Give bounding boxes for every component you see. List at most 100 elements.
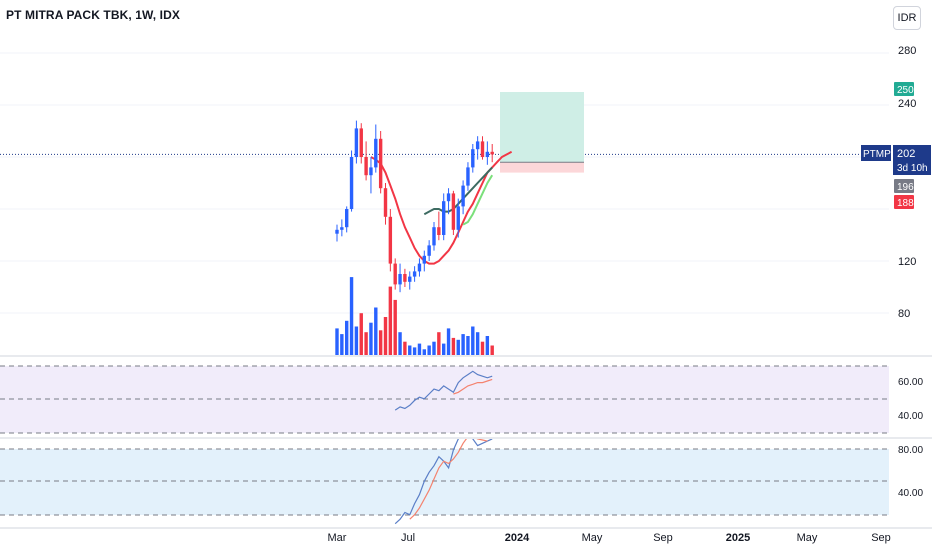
candle-body <box>369 167 373 176</box>
candle-body <box>427 245 431 256</box>
candle-body <box>432 227 436 246</box>
candle-body <box>383 188 388 217</box>
volume-bar <box>383 317 388 355</box>
stochastic-pane <box>0 439 889 525</box>
volume-bar <box>432 341 436 355</box>
price-axis-label: 280 <box>898 45 916 57</box>
candle-body <box>422 255 426 264</box>
candle-body <box>388 216 393 264</box>
volume-bar <box>364 332 368 355</box>
volume-bar <box>437 332 441 355</box>
volume-bar <box>403 341 407 355</box>
volume-bar <box>354 326 359 355</box>
volume-bar <box>349 277 354 355</box>
time-axis-label: Jul <box>401 532 415 544</box>
candle-body <box>456 206 460 230</box>
candle-body <box>335 229 339 234</box>
symbol-badge <box>861 145 891 161</box>
candle-body <box>417 263 422 272</box>
candle-body <box>412 271 417 277</box>
candle-body <box>378 138 383 189</box>
price-badge <box>894 195 914 209</box>
volume-bar <box>359 313 363 355</box>
candle-body <box>393 263 397 285</box>
volume-bar <box>466 336 470 355</box>
price-badge-label: 188 <box>897 198 914 209</box>
candlesticks <box>335 120 494 293</box>
last-price-value: 202 <box>897 148 915 160</box>
time-axis-label: Sep <box>653 532 673 544</box>
price-axis-label: 240 <box>898 98 916 110</box>
time-axis: Mar Jul 2024 May Sep 2025 May Sep <box>0 527 932 544</box>
time-axis-label: 2025 <box>726 532 750 544</box>
candle-body <box>364 157 368 176</box>
volume-bar <box>369 322 373 355</box>
volume-bar <box>451 337 456 355</box>
time-axis-label: May <box>797 532 818 544</box>
volume-bar <box>417 343 422 355</box>
candle-body <box>466 167 470 186</box>
volume-bar <box>461 334 465 355</box>
volume-bar <box>471 326 475 355</box>
symbol-title: PT MITRA PACK TBK, 1W, IDX <box>6 8 180 22</box>
volume-bar <box>442 343 446 355</box>
price-badge <box>894 179 914 193</box>
volume-bar <box>398 332 402 355</box>
rsi-axis-label: 60.00 <box>898 377 923 388</box>
volume-bar <box>378 330 383 355</box>
candle-body <box>403 274 407 282</box>
candle-body <box>471 149 475 168</box>
price-badge-label: 250 <box>897 85 914 96</box>
target-zone[interactable] <box>500 92 584 163</box>
volume-bar <box>427 345 431 355</box>
rsi-pane <box>0 365 889 434</box>
volume-bar <box>456 339 460 355</box>
stop-zone[interactable] <box>500 162 584 173</box>
volume-bar <box>490 345 494 355</box>
moving-average-line <box>462 174 494 226</box>
price-gridlines <box>0 52 889 314</box>
long-position-tool[interactable] <box>500 92 584 173</box>
candle-body <box>437 227 441 235</box>
price-axis: 280 240 120 80 250 196 188 PTMP 202 3d 10h <box>861 45 931 320</box>
volume-bar <box>475 332 480 355</box>
stoch-axis-label: 40.00 <box>898 488 923 499</box>
volume-bar <box>412 347 417 355</box>
candle-body <box>480 141 485 157</box>
symbol-badge-label: PTMP <box>863 149 891 160</box>
candle-body <box>461 185 465 207</box>
volume-bar <box>345 320 349 355</box>
rsi-line <box>394 370 493 411</box>
price-badge <box>894 82 914 96</box>
volume-bar <box>335 328 339 355</box>
volume-bar <box>408 345 412 355</box>
indicator-band <box>0 449 889 515</box>
candle-body <box>374 138 378 168</box>
time-axis-label: May <box>582 532 603 544</box>
time-axis-label: Mar <box>328 532 347 544</box>
currency-button[interactable]: IDR <box>893 6 921 30</box>
candle-body <box>446 193 451 202</box>
candle-body <box>354 128 359 157</box>
indicator-panes: 60.00 40.00 80.00 40.00 <box>0 355 932 525</box>
volume-bar <box>422 349 426 355</box>
volume-bar <box>485 336 490 355</box>
bar-countdown: 3d 10h <box>897 163 928 174</box>
volume-bar <box>340 334 344 355</box>
volume-bars <box>335 277 494 355</box>
price-axis-label: 120 <box>898 256 916 268</box>
candle-body <box>485 151 490 157</box>
time-axis-label: Sep <box>871 532 891 544</box>
candle-body <box>490 151 494 155</box>
candle-body <box>408 276 412 282</box>
candle-body <box>340 227 344 230</box>
stoch-axis-label: 80.00 <box>898 445 923 456</box>
stoch-d-line <box>409 439 488 520</box>
candle-body <box>442 201 446 235</box>
volume-bar <box>374 307 378 355</box>
price-badge-label: 196 <box>897 182 914 193</box>
rsi-signal-line <box>453 378 493 395</box>
candle-body <box>349 157 354 209</box>
candle-body <box>398 274 402 285</box>
